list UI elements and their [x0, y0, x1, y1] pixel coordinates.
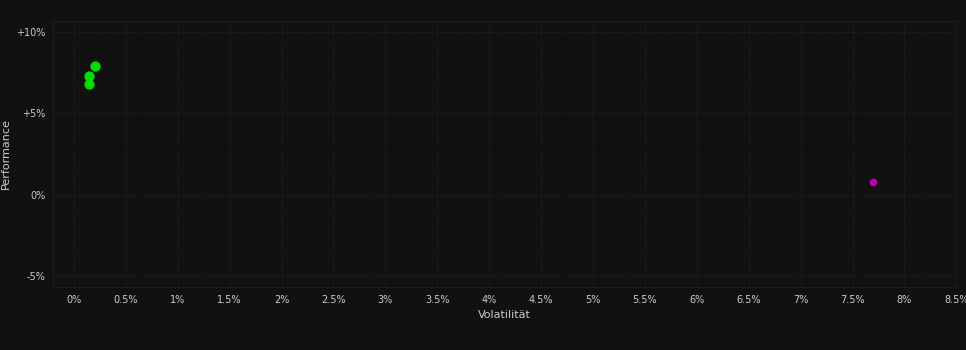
- Point: [87, 64, 102, 69]
- X-axis label: Volatilität: Volatilität: [478, 310, 531, 320]
- Point: [82, 74, 98, 79]
- Y-axis label: Performance: Performance: [1, 119, 11, 189]
- Point: [866, 179, 881, 184]
- Point: [82, 82, 98, 87]
